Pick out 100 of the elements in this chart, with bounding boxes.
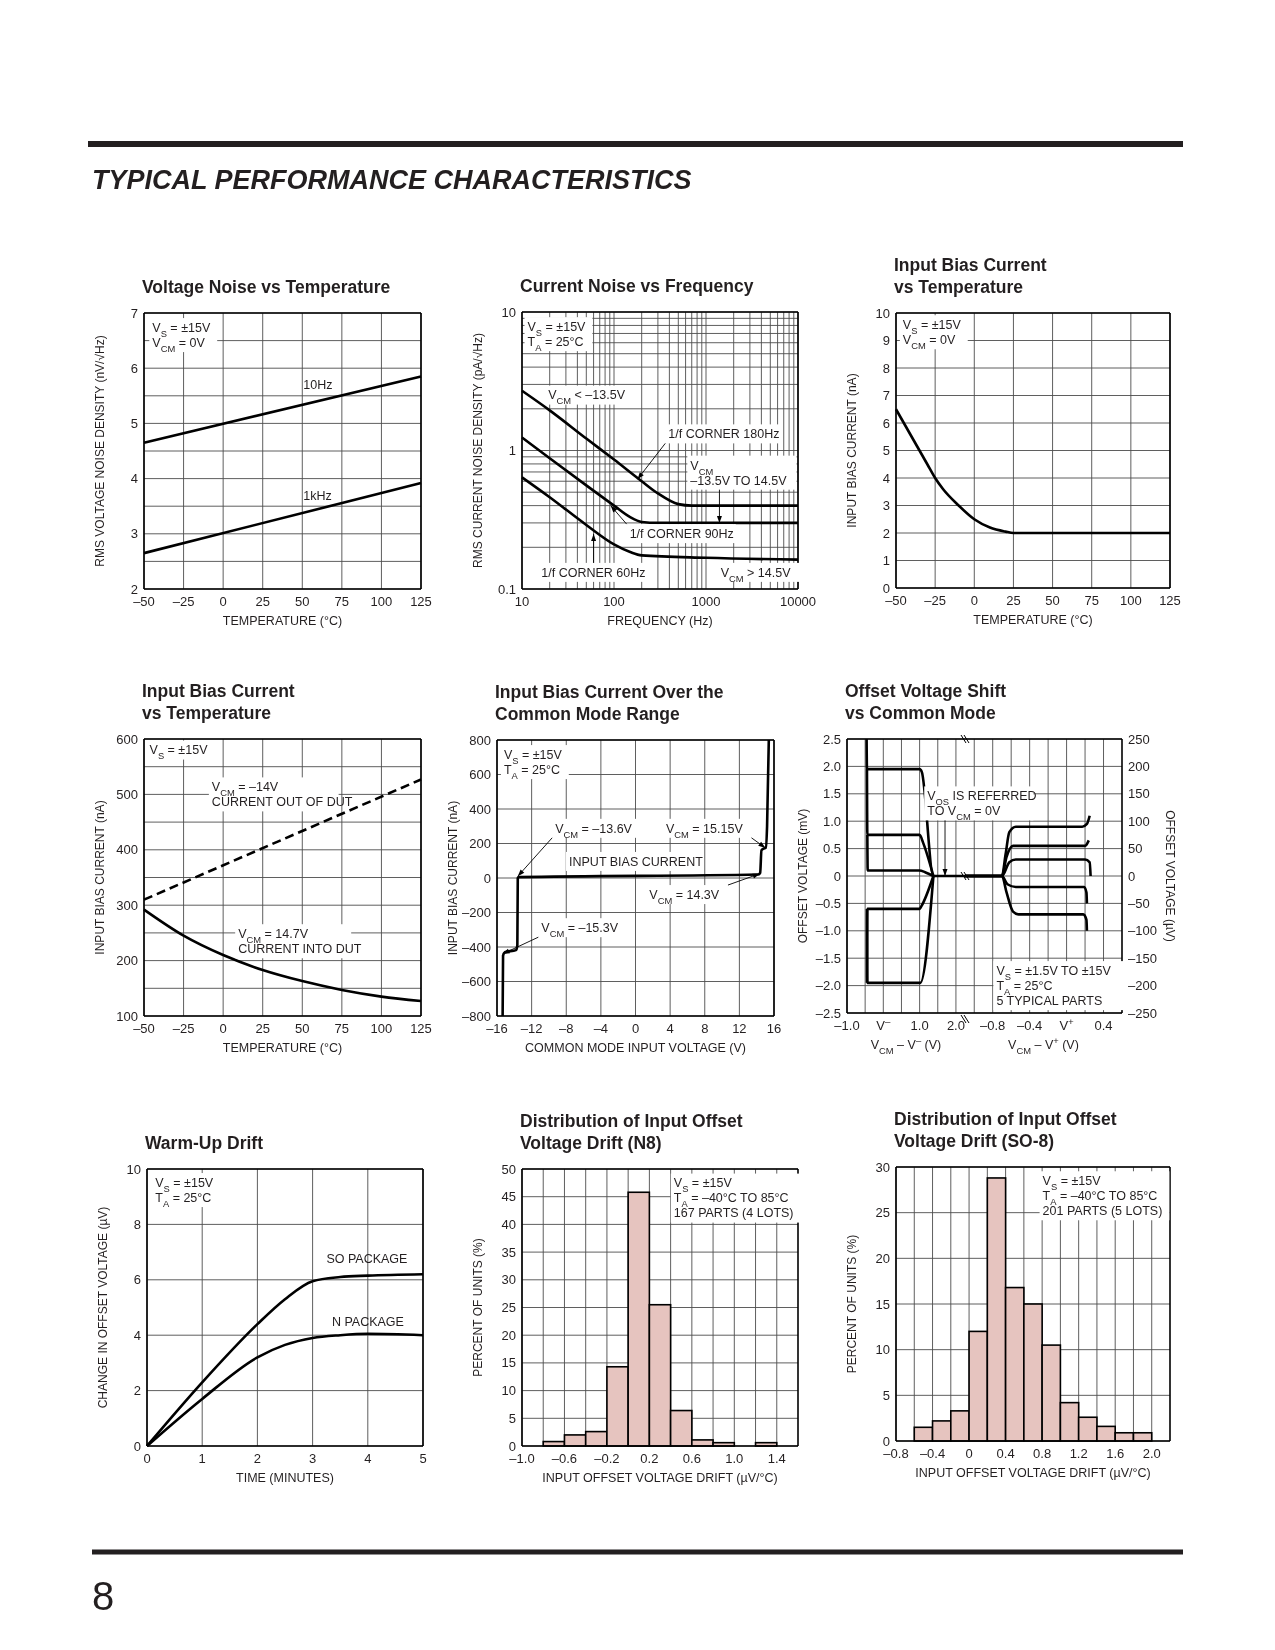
x-tick-label: 0 xyxy=(631,1020,640,1036)
x-tick-label: –0.8 xyxy=(980,1017,1006,1033)
annotation: V$_{S}$ = ±15V T$_{A}$ = –40°C TO 85°C 201 PARTS (5 LOTS) xyxy=(1042,1174,1163,1219)
x-axis-title: TEMPERATURE (°C) xyxy=(222,614,343,629)
y2-tick-label: 0 xyxy=(1128,868,1136,884)
annotation: V$_{CM}$ = 14.3V xyxy=(649,887,720,906)
chart-title: Voltage Noise vs Temperature xyxy=(142,277,391,297)
chart-title: Current Noise vs Frequency xyxy=(520,276,754,296)
x-tick-label: –50 xyxy=(133,1020,155,1036)
y-tick-label: 25 xyxy=(875,1205,890,1221)
x-tick-label: –0.6 xyxy=(551,1450,578,1466)
annotation: V$_{CM}$ > 14.5V xyxy=(720,565,792,584)
annotation: V$_{CM}$ < –13.5V xyxy=(548,388,626,407)
series-label: 10Hz xyxy=(303,378,333,393)
y-tick-label: 5 xyxy=(882,443,890,459)
y-axis-title: PERCENT OF UNITS (%) xyxy=(845,1234,860,1374)
annotation: V$_{S}$ = ±15V xyxy=(149,743,209,762)
x-tick-label: 100 xyxy=(370,593,393,609)
y2-tick-label: 50 xyxy=(1128,841,1143,857)
y-axis-title: OFFSET VOLTAGE (mV) xyxy=(796,808,811,944)
y-tick-label: 2 xyxy=(882,525,890,541)
annotation: V$_{S}$ = ±15V V$_{CM}$ = 0V xyxy=(902,318,962,352)
y-tick-label: 7 xyxy=(130,305,138,321)
x-tick-label: 25 xyxy=(1006,592,1021,608)
x-tick-label: –12 xyxy=(520,1020,543,1036)
y2-tick-label: –250 xyxy=(1128,1005,1157,1021)
x-tick-label: 50 xyxy=(1045,592,1060,608)
y-tick-label: 500 xyxy=(116,786,138,802)
y-tick-label: 30 xyxy=(875,1159,890,1175)
y-tick-label: 7 xyxy=(882,388,890,404)
y-tick-label: 40 xyxy=(501,1216,516,1232)
x-tick-label: 125 xyxy=(410,1020,432,1036)
x-axis-title: TEMPERATURE (°C) xyxy=(222,1041,343,1056)
y-tick-label: 3 xyxy=(882,498,890,514)
y-tick-label: 400 xyxy=(469,801,491,817)
annotation: V$_{S}$ = ±15V T$_{A}$ = 25°C xyxy=(527,320,587,354)
y-tick-label: 6 xyxy=(130,360,138,376)
y-tick-label: 2.0 xyxy=(822,758,841,774)
x-tick-label: –0.4 xyxy=(1016,1017,1043,1033)
chart-title: Input Bias Current vs Temperature xyxy=(894,255,1047,297)
x-tick-label: 5 xyxy=(419,1450,427,1466)
y-tick-label: 200 xyxy=(116,953,138,969)
x-axis-title: INPUT OFFSET VOLTAGE DRIFT (µV/°C) xyxy=(542,1471,778,1486)
y-tick-label: –200 xyxy=(462,905,491,921)
x-tick-label: 1000 xyxy=(691,593,721,609)
chart-title: Warm-Up Drift xyxy=(145,1133,264,1153)
y-tick-label: 2 xyxy=(133,1383,141,1399)
y-tick-label: 10 xyxy=(126,1161,141,1177)
text: TYPICAL PERFORMANCE CHARACTERISTICS xyxy=(92,165,692,196)
x-tick-label: 0.6 xyxy=(682,1450,701,1466)
y-tick-label: 25 xyxy=(501,1300,516,1316)
annotation: V$_{CM}$ = –14V CURRENT OUT OF DUT xyxy=(211,780,353,810)
x-tick-label: 100 xyxy=(1120,592,1142,608)
chart-title: Input Bias Current vs Temperature xyxy=(142,681,295,723)
y-tick-label: 5 xyxy=(508,1410,516,1426)
x-tick-label: 125 xyxy=(410,593,432,609)
y-axis-title: RMS CURRENT NOISE DENSITY (pA/√Hz) xyxy=(471,333,486,568)
x-tick-label: 2.0 xyxy=(946,1017,965,1033)
annotation: 1/f CORNER 180Hz xyxy=(668,427,780,442)
annotation: V$_{S}$ = ±1.5V TO ±15V T$_{A}$ = 25°C 5 TYPICAL PARTS xyxy=(996,963,1112,1008)
annotation: 1/f CORNER 60Hz xyxy=(541,565,646,580)
x-tick-label: 2.0 xyxy=(1142,1445,1161,1461)
x-tick-label: 1.0 xyxy=(725,1450,744,1466)
y-tick-label: –0.5 xyxy=(815,895,841,911)
y-tick-label: 8 xyxy=(882,360,890,376)
x-tick-label: 1.0 xyxy=(910,1017,929,1033)
x-tick-label: 25 xyxy=(255,1020,270,1036)
annotation: V$_{CM}$ = –13.6V xyxy=(555,821,633,840)
annotation: INPUT BIAS CURRENT xyxy=(569,854,704,869)
y2-tick-label: 100 xyxy=(1128,813,1150,829)
y-tick-label: 50 xyxy=(501,1161,516,1177)
x-tick-label: –0.2 xyxy=(594,1450,620,1466)
x-tick-label: 1.4 xyxy=(767,1450,786,1466)
x-tick-label: 0 xyxy=(219,593,227,609)
y-tick-label: 1.5 xyxy=(822,786,841,802)
x-tick-label: V$^{–}$ xyxy=(876,1015,891,1033)
y-axis-title: INPUT BIAS CURRENT (nA) xyxy=(446,800,461,956)
y-tick-label: 20 xyxy=(875,1250,890,1266)
x-tick-label: 75 xyxy=(334,1020,350,1036)
y-tick-label: 600 xyxy=(469,767,491,783)
annotation: 1/f CORNER 90Hz xyxy=(629,526,734,541)
x-tick-label: 75 xyxy=(334,593,350,609)
y-tick-label: 200 xyxy=(469,836,491,852)
y-tick-label: 35 xyxy=(501,1244,516,1260)
x-tick-label: 50 xyxy=(295,1020,310,1036)
x-axis-title: INPUT OFFSET VOLTAGE DRIFT (µV/°C) xyxy=(915,1466,1151,1481)
y-tick-label: 1 xyxy=(508,443,516,459)
y2-tick-label: –200 xyxy=(1128,978,1157,994)
y-axis-title: CHANGE IN OFFSET VOLTAGE (µV) xyxy=(96,1206,111,1409)
series-label: N PACKAGE xyxy=(331,1314,404,1329)
chart-title: Input Bias Current Over the Common Mode Range xyxy=(495,682,724,724)
y-tick-label: 15 xyxy=(875,1296,890,1312)
x-tick-label: –25 xyxy=(172,593,195,609)
x-tick-label: 1.6 xyxy=(1106,1445,1125,1461)
y-tick-label: 1 xyxy=(882,553,890,569)
x-tick-label: V$^{+}$ xyxy=(1059,1015,1075,1033)
y-tick-label: 4 xyxy=(130,471,138,487)
annotation: V$_{S}$ = ±15V T$_{A}$ = 25°C xyxy=(155,1175,214,1209)
y-tick-label: 5 xyxy=(882,1387,890,1403)
x-tick-label: 1 xyxy=(198,1450,206,1466)
